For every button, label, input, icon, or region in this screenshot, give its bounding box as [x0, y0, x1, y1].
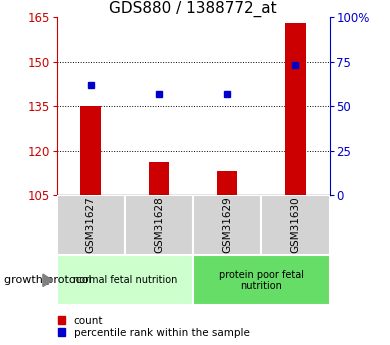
Bar — [261, 195, 330, 255]
Title: GDS880 / 1388772_at: GDS880 / 1388772_at — [109, 1, 277, 17]
Text: GSM31628: GSM31628 — [154, 197, 164, 254]
Bar — [80, 106, 101, 195]
Text: growth protocol: growth protocol — [4, 275, 92, 285]
Text: protein poor fetal
nutrition: protein poor fetal nutrition — [219, 269, 304, 291]
Text: GSM31630: GSM31630 — [291, 197, 300, 254]
Bar — [217, 171, 238, 195]
Legend: count, percentile rank within the sample: count, percentile rank within the sample — [56, 314, 252, 340]
Bar — [125, 195, 193, 255]
Bar — [57, 255, 193, 305]
Bar — [57, 195, 125, 255]
Text: normal fetal nutrition: normal fetal nutrition — [73, 275, 177, 285]
Bar — [193, 195, 261, 255]
Bar — [193, 255, 330, 305]
Bar — [285, 23, 306, 195]
Text: GSM31629: GSM31629 — [222, 197, 232, 254]
Text: GSM31627: GSM31627 — [86, 197, 96, 254]
Bar — [149, 162, 169, 195]
